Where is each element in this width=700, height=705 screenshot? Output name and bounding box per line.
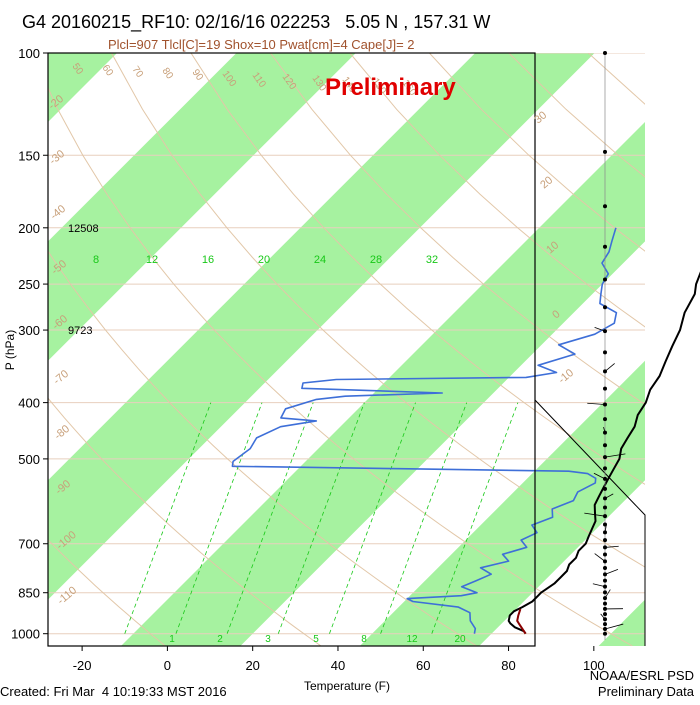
wind-barb-dot [603,487,607,491]
wind-barb-dot [603,602,607,606]
wind-barb-dot [603,305,607,309]
mixing-ratio-bottom-label: 20 [454,634,466,645]
y-axis-label: P (hPa) [3,330,17,370]
wind-barb-dot [603,51,607,55]
isotherm-band [599,53,700,646]
mixing-ratio-label: 12 [146,254,158,266]
y-tick-label: 400 [18,396,40,411]
mixing-ratio-bottom-label: 1 [169,634,175,645]
y-tick-label: 500 [18,452,40,467]
y-tick-label: 200 [18,221,40,236]
height-label: 9723 [68,325,92,337]
wind-barb-dot [603,150,607,154]
wind-barb-dot [603,466,607,470]
mixing-ratio-label: 28 [370,254,382,266]
height-label: 12508 [68,223,99,235]
dry-adiabat-label: -10 [556,367,576,386]
wind-barb-dot [603,443,607,447]
x-tick-label: 20 [245,658,259,673]
wind-barb-dot [603,566,607,570]
preliminary-stamp: Preliminary [325,74,456,101]
y-tick-label: 150 [18,148,40,163]
dry-adiabat [668,53,700,646]
wind-barb-dot [603,590,607,594]
y-tick-label: 300 [18,323,40,338]
x-tick-label: 40 [331,658,345,673]
mixing-ratio-bottom-label: 5 [313,634,319,645]
x-axis-label: Temperature (F) [304,679,390,693]
x-tick-label: -20 [73,658,92,673]
wind-barb [605,569,618,574]
mixing-ratio-label: 8 [93,254,99,266]
isotherm-label: 70 [130,64,146,80]
isotherm-label: 90 [190,67,206,83]
x-tick-label: 0 [164,658,171,673]
wind-barb-dot [603,632,607,636]
mixing-ratio-bottom-label: 2 [217,634,223,645]
dry-adiabat-label: -30 [47,148,67,167]
mixing-ratio-label: 32 [426,254,438,266]
x-tick-label: 80 [501,658,515,673]
wind-barb-dot [603,538,607,542]
wind-barb [593,584,605,587]
wind-barb [605,363,615,371]
grid-layer [0,53,700,646]
wind-barb-dot [603,245,607,249]
credit-line-1: NOAA/ESRL PSD [590,668,694,683]
created-timestamp: Created: Fri Mar 4 10:19:33 MST 2016 [0,684,227,699]
parcel-info: Plcl=907 Tlcl[C]=19 Shox=10 Pwat[cm]=4 C… [108,37,415,52]
mixing-ratio-label: 24 [314,254,326,266]
dry-adiabat-label: -80 [52,423,72,442]
wind-barb-dot [603,622,607,626]
x-tick-label: 60 [416,658,430,673]
y-tick-label: 700 [18,537,40,552]
mixing-ratio-bottom-label: 3 [265,634,271,645]
dry-adiabat-label: -40 [48,203,68,222]
wind-barb-dot [603,579,607,583]
y-tick-label: 850 [18,586,40,601]
wind-barb-dot [603,417,607,421]
credit-line-2: Preliminary Data [598,684,694,699]
mixing-ratio-bottom-label: 12 [406,634,418,645]
y-tick-label: 1000 [11,627,40,642]
mixing-ratio-label: 16 [202,254,214,266]
y-tick-label: 250 [18,277,40,292]
isotherm-label: 80 [160,66,176,82]
wind-barb-dot [603,350,607,354]
y-tick-label: 100 [18,46,40,61]
chart-title: G4 20160215_RF10: 02/16/16 022253 5.05 N… [22,12,490,33]
band-layer [0,53,700,646]
dry-adiabat-label: -70 [51,368,71,387]
mixing-ratio-bottom-label: 8 [361,634,367,645]
wind-barb-dot [603,553,607,557]
wind-barb-dot [603,278,607,282]
wind-barb-dot [603,505,607,509]
wind-barb-dot [603,204,607,208]
mixing-ratio-label: 20 [258,254,270,266]
wind-barb-dot [603,612,607,616]
wind-barb-dot [603,387,607,391]
